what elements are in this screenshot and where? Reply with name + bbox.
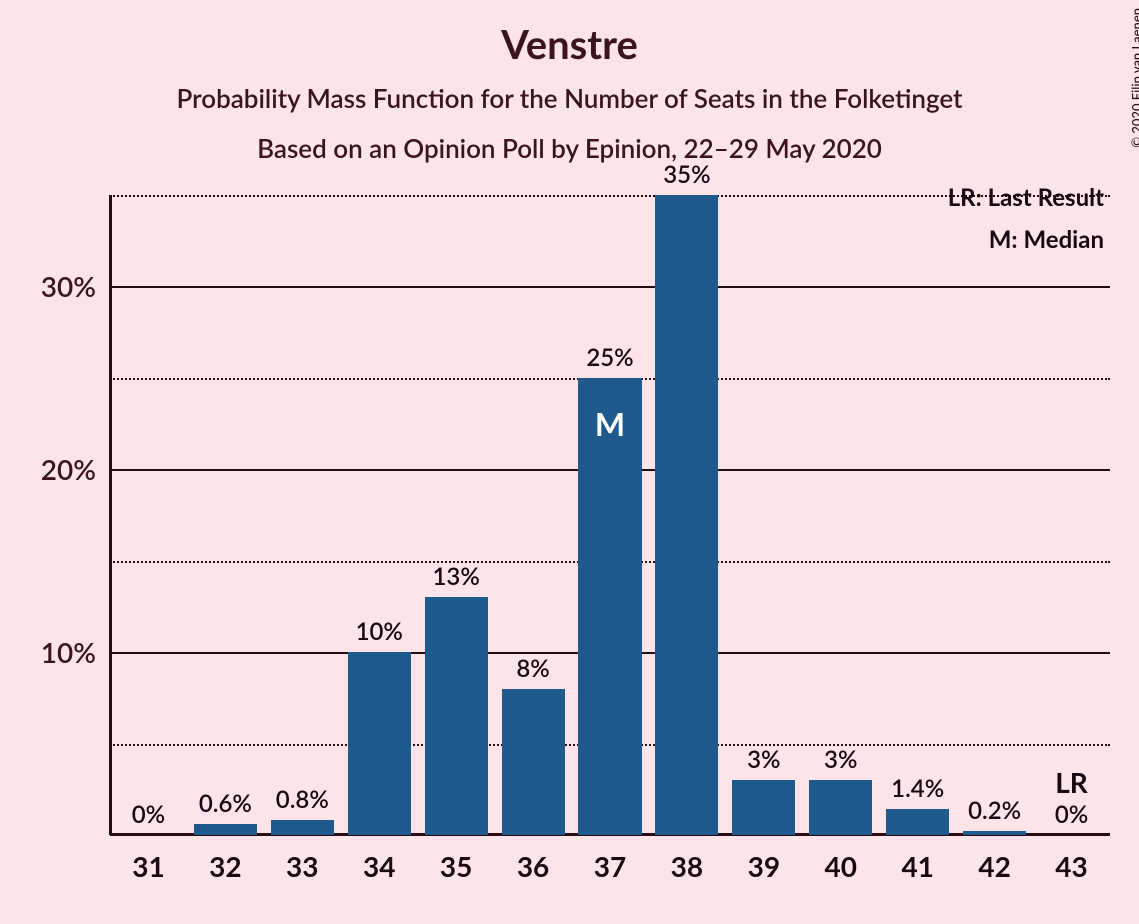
chart-subtitle-2: Based on an Opinion Poll by Epinion, 22–… — [0, 132, 1139, 164]
bar-value-label: 8% — [516, 654, 549, 689]
y-tick-label: 10% — [41, 635, 110, 669]
y-axis — [109, 195, 112, 835]
bar: 3% — [732, 780, 795, 835]
x-tick-label: 31 — [132, 835, 164, 883]
x-tick-label: 35 — [440, 835, 472, 883]
bar-value-label: 1.4% — [891, 774, 944, 809]
copyright-text: © 2020 Filip van Laenen — [1129, 8, 1139, 148]
bar-value-label: 0% — [1055, 800, 1088, 835]
bar-value-label: 0.6% — [199, 789, 252, 824]
x-tick-label: 36 — [517, 835, 549, 883]
grid-major — [110, 286, 1110, 288]
bar-value-label: 3% — [747, 745, 780, 780]
y-tick-label: 30% — [41, 269, 110, 303]
x-tick-label: 33 — [286, 835, 318, 883]
bar-value-label: 35% — [663, 160, 710, 195]
bar: 8% — [502, 689, 565, 835]
bar-value-label: 3% — [824, 745, 857, 780]
bar: 1.4% — [886, 809, 949, 835]
x-tick-label: 43 — [1055, 835, 1087, 883]
median-marker: M — [595, 404, 625, 443]
x-tick-label: 34 — [363, 835, 395, 883]
bar-value-label: 0.8% — [276, 785, 329, 820]
bar: 10% — [348, 652, 411, 835]
chart-subtitle-1: Probability Mass Function for the Number… — [0, 82, 1139, 114]
x-tick-label: 37 — [594, 835, 626, 883]
x-tick-label: 40 — [825, 835, 857, 883]
bar-value-label: 10% — [356, 617, 403, 652]
x-tick-label: 39 — [748, 835, 780, 883]
bar: 0.8% — [271, 820, 334, 835]
chart-plot-area: 10%20%30%0%310.6%320.8%3310%3413%358%362… — [110, 195, 1110, 835]
x-tick-label: 38 — [671, 835, 703, 883]
x-tick-label: 32 — [209, 835, 241, 883]
bar-value-label: 0.2% — [968, 796, 1021, 831]
bar: 25%M — [578, 378, 641, 835]
bar-value-label: 13% — [432, 562, 479, 597]
bar-value-label: 0% — [132, 800, 165, 835]
legend-median: M: Median — [989, 225, 1104, 254]
y-tick-label: 20% — [41, 452, 110, 486]
bar: 35% — [655, 195, 718, 835]
chart-title: Venstre — [0, 20, 1139, 68]
x-tick-label: 42 — [978, 835, 1010, 883]
last-result-marker: LR — [1055, 765, 1088, 799]
bar: 13% — [425, 597, 488, 835]
bar: 0.6% — [194, 824, 257, 835]
x-tick-label: 41 — [901, 835, 933, 883]
bar-value-label: 25% — [586, 343, 633, 378]
bar: 3% — [809, 780, 872, 835]
legend-lr: LR: Last Result — [948, 183, 1104, 212]
